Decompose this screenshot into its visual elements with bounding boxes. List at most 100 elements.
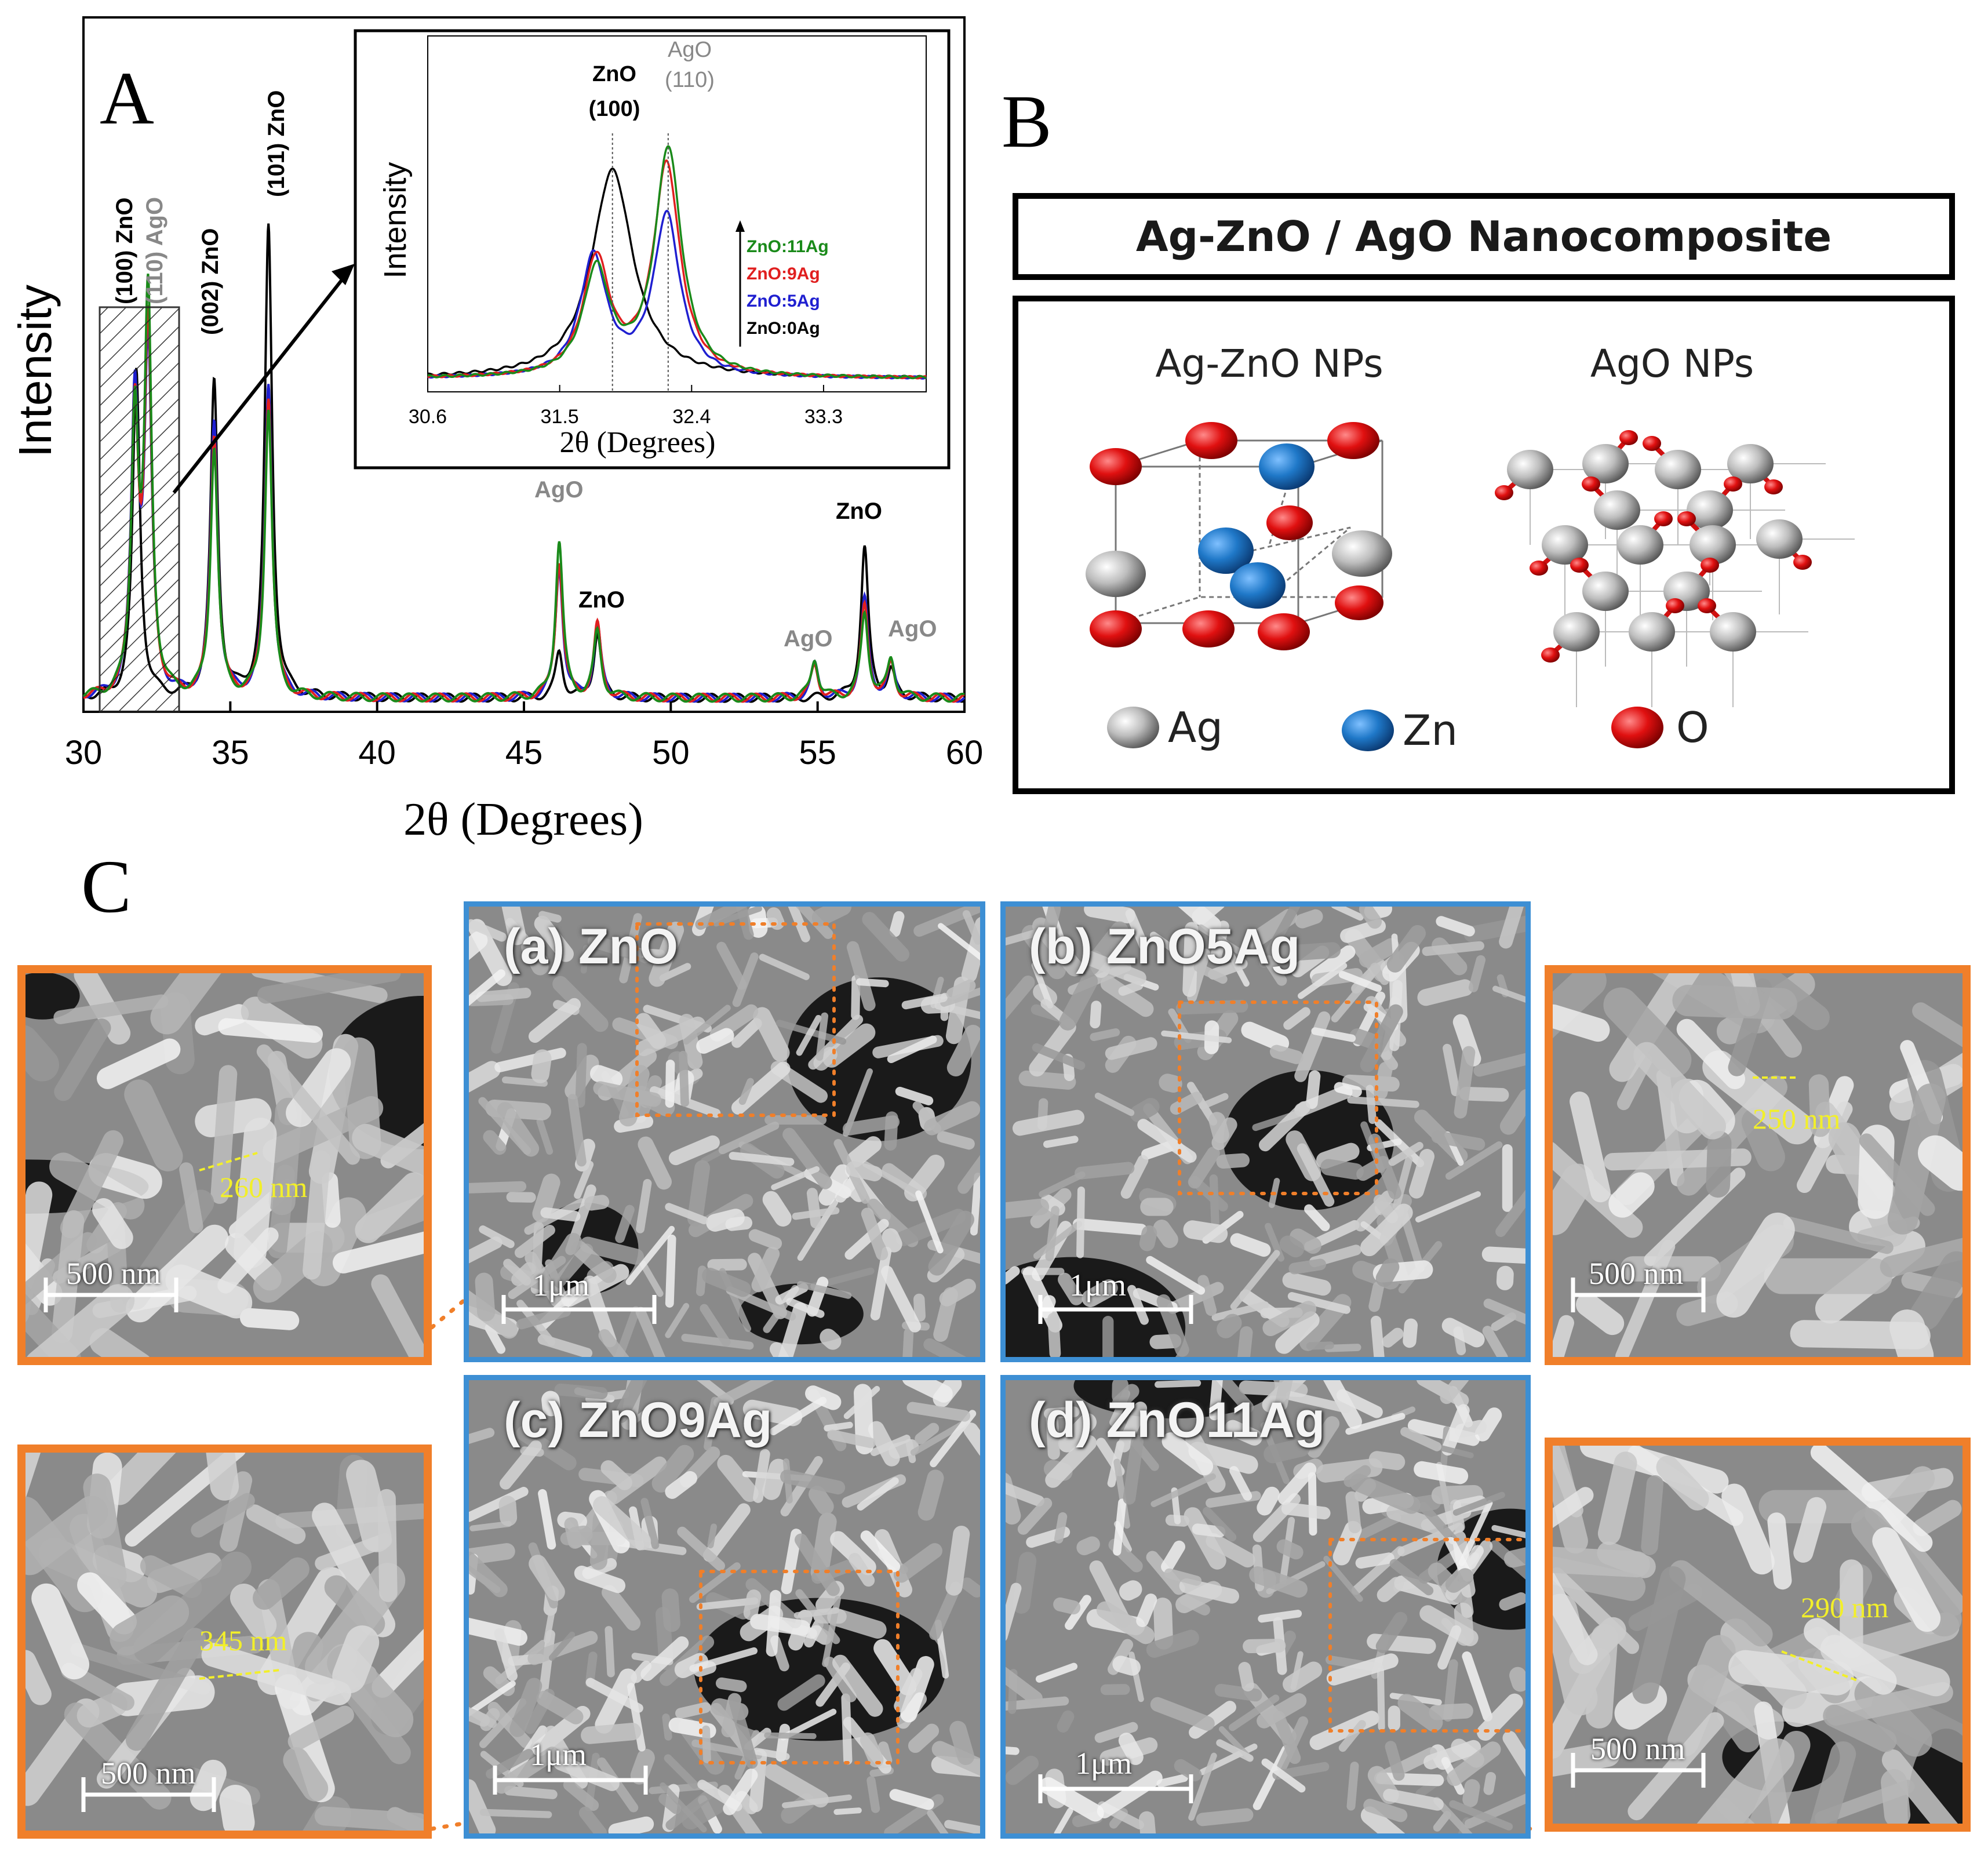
structure-diagram: Ag-ZnO / AgO Nanocomposite Ag-ZnO NPs Ag… [1013, 193, 1955, 794]
xrd-inset-chart: 30.6 31.5 32.4 33.3 Intensity 2θ (Degrees) … [354, 29, 951, 470]
atom-o [1643, 436, 1661, 451]
xrd-main-chart: 30 35 40 45 50 55 60 Intensity 2θ (Degrees) (1… [9, 16, 983, 845]
zoom-scale-bar-a [43, 1278, 179, 1312]
x-tick-label: 30 [65, 734, 103, 772]
zoom-scale-bar-d [1571, 1753, 1706, 1788]
sem-label-a: (a) ZnO [504, 919, 678, 974]
measure-d: 290 nm [1801, 1591, 1889, 1624]
atom-o [1495, 485, 1513, 500]
measure-b: 250 nm [1753, 1103, 1841, 1135]
atom-o [1541, 647, 1560, 663]
series-line-zno-11ag [82, 273, 965, 703]
scale-bar-a [501, 1295, 657, 1324]
atom-o [1677, 511, 1696, 526]
agzno-label: Ag-ZnO NPs [1155, 341, 1383, 386]
agzno-atoms [1086, 422, 1392, 650]
sem-zoom-c: 345 nm 500 nm [17, 1445, 432, 1839]
structure-title: Ag-ZnO / AgO Nanocomposite [1136, 212, 1832, 261]
legend-ag-label: Ag [1168, 703, 1223, 752]
annot-zno-47: ZnO [578, 587, 625, 613]
annot-ago-57: AgO [888, 616, 937, 642]
atom-zn [1198, 527, 1254, 574]
atom-o [1090, 610, 1142, 647]
legend-zn-label: Zn [1403, 706, 1458, 755]
inset-peak-zno-name: ZnO [592, 62, 636, 86]
legend-o-icon [1611, 707, 1663, 748]
atom-ag [1617, 525, 1663, 565]
atom-zn [1259, 443, 1315, 490]
sem-label-b: (b) ZnO5Ag [1029, 919, 1301, 974]
structure-title-box [1013, 193, 1955, 280]
ago-label: AgO NPs [1590, 341, 1754, 386]
scale-bar-d [1038, 1774, 1193, 1803]
legend-item-0ag: ZnO:0Ag [747, 319, 820, 338]
atom-ag [1710, 612, 1756, 652]
inset-series-line-zno-11ag [427, 145, 927, 380]
measure-a: 260 nm [220, 1171, 308, 1203]
atom-ag [1542, 525, 1588, 565]
atom-o [1258, 613, 1310, 650]
atom-ag [1594, 490, 1640, 530]
scale-label-c: 1μm [530, 1737, 587, 1772]
sem-label-c: (c) ZnO9Ag [504, 1392, 773, 1448]
inset-x-tick-label: 30.6 [409, 406, 447, 428]
atom-o [1182, 610, 1235, 647]
scale-label-b: 1μm [1069, 1268, 1126, 1302]
atom-o [1666, 598, 1684, 613]
inset-peak-ago-name: AgO [668, 38, 712, 62]
legend-o-label: O [1676, 703, 1709, 752]
zoom-scale-label-a: 500 nm [66, 1256, 161, 1291]
atom-o [1619, 430, 1638, 445]
scale-label-d: 1μm [1075, 1746, 1132, 1781]
zoom-scale-bar-b [1571, 1278, 1706, 1312]
sem-label-d: (d) ZnO11Ag [1029, 1392, 1326, 1448]
x-tick-label: 45 [505, 734, 543, 772]
atom-o [1701, 558, 1719, 573]
atom-ag [1756, 519, 1803, 559]
atom-o [1530, 561, 1548, 576]
xrd-main-xlabel: 2θ (Degrees) [403, 794, 643, 845]
xrd-main-ylabel: Intensity [9, 285, 61, 457]
zoom-scale-label-c: 500 nm [101, 1756, 196, 1791]
atom-o [1654, 511, 1673, 526]
atom-ag [1553, 612, 1600, 652]
annot-100-zno: (100) ZnO [112, 198, 137, 304]
inset-arrow-head [332, 264, 355, 285]
atom-o [1327, 422, 1379, 459]
annot-002-zno: (002) ZnO [198, 228, 223, 335]
legend-arrow-head [736, 220, 745, 232]
atom-ag [1582, 572, 1629, 611]
legend-item-5ag: ZnO:5Ag [747, 292, 820, 311]
atom-zn [1230, 562, 1286, 609]
atom-ag [1086, 551, 1146, 597]
scale-label-a: 1μm [533, 1268, 589, 1302]
inset-peak-ago-hkl: (110) [665, 68, 715, 92]
sem-zoom-d: 290 nm 500 nm [1545, 1438, 1971, 1832]
atom-o [1724, 476, 1742, 492]
panel-label-a: A [100, 57, 154, 140]
atom-o [1090, 448, 1142, 485]
legend-item-9ag: ZnO:9Ag [747, 264, 820, 283]
atom-ag [1655, 450, 1701, 489]
atom-o [1570, 558, 1589, 573]
inset-x-tick-label: 31.5 [541, 406, 579, 428]
x-tick-label: 40 [358, 734, 396, 772]
zoom-scale-label-b: 500 nm [1589, 1256, 1684, 1291]
panel-label-c: C [81, 845, 132, 929]
scale-bar-b [1038, 1295, 1193, 1324]
sem-main-d: (d) ZnO11Ag 1μm [1000, 1375, 1531, 1839]
atom-o [1582, 476, 1600, 492]
hatched-region [99, 306, 180, 713]
zoom-scale-bar-c [81, 1777, 216, 1812]
atom-ag [1332, 530, 1392, 577]
inset-series-line-zno-9ag [427, 159, 927, 380]
zoom-scale-label-d: 500 nm [1590, 1731, 1685, 1766]
atom-ag [1629, 612, 1675, 652]
inset-x-tick-label: 33.3 [804, 406, 843, 428]
legend-zn-icon [1342, 709, 1394, 751]
atom-ag [1507, 450, 1553, 489]
element-legend: Ag Zn O [1107, 703, 1709, 755]
inset-x-tick-label: 32.4 [672, 406, 711, 428]
annot-110-ago: (110) AgO [142, 197, 168, 304]
atom-o [1793, 555, 1812, 570]
